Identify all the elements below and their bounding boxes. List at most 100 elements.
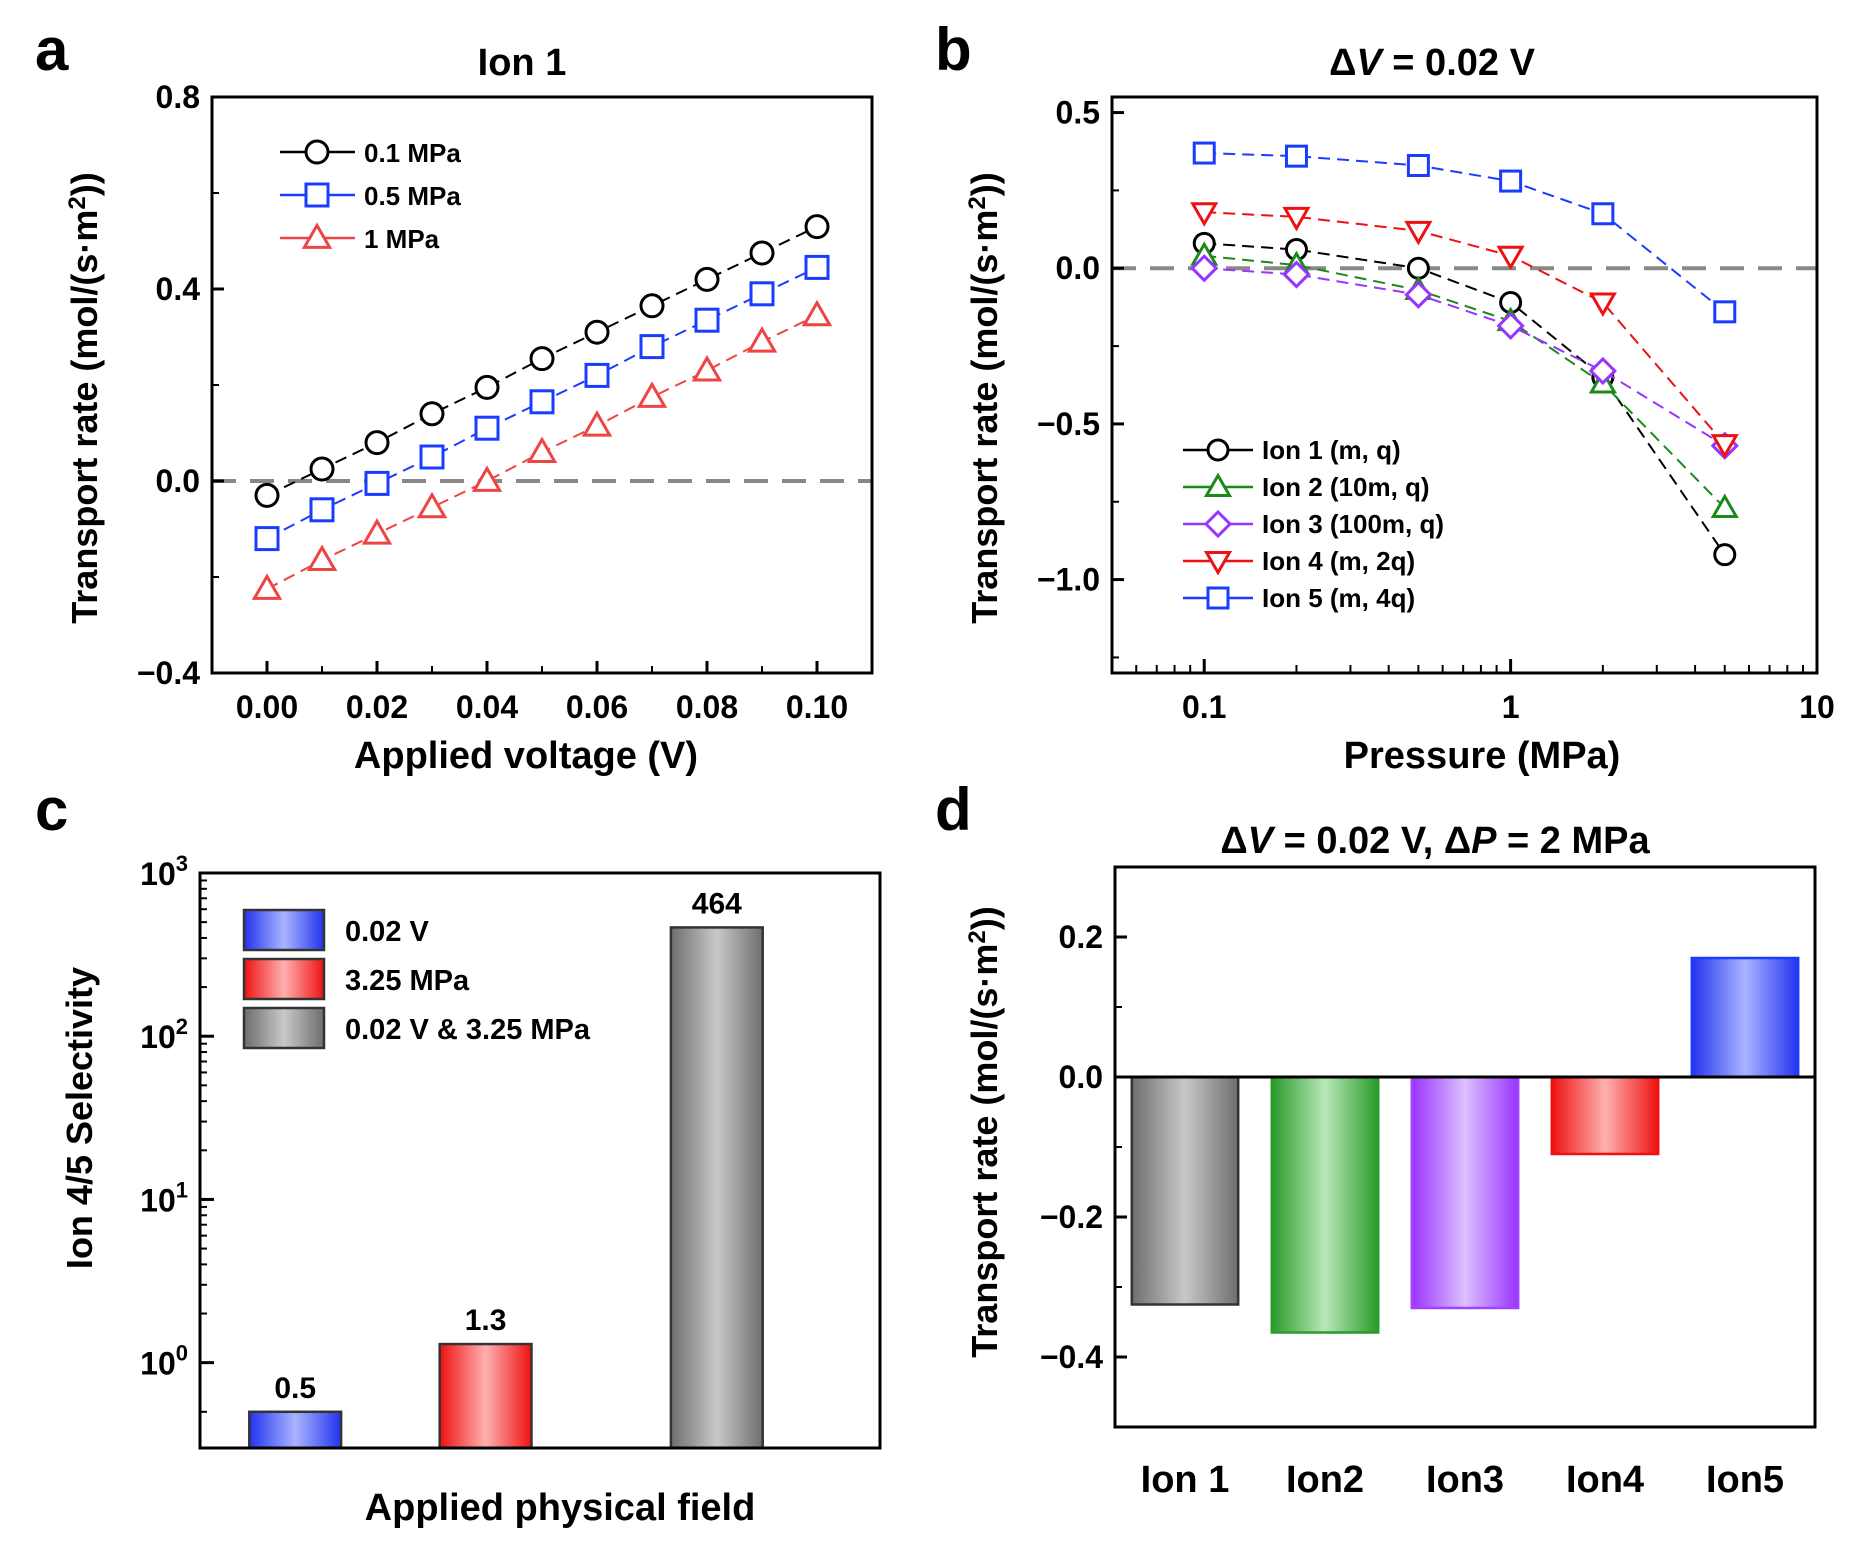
panel-a-point xyxy=(364,470,390,496)
panel-c-bar-label: 1.3 xyxy=(465,1304,507,1337)
panel-b-point xyxy=(1404,220,1433,246)
panel-c-ytick-label: 100 xyxy=(140,1341,188,1382)
panel-b-point xyxy=(1404,280,1433,309)
panel-b-frame xyxy=(1110,95,1819,675)
panel-a-point xyxy=(636,381,668,408)
panel-c-bar xyxy=(669,926,764,1450)
panel-a-point xyxy=(584,362,610,388)
panel-b-point xyxy=(1282,206,1311,232)
panel-b-point xyxy=(1713,543,1737,567)
panel-c: Ion 4/5 Selectivity Applied physical fie… xyxy=(59,851,882,1529)
panel-a-point xyxy=(364,430,390,456)
panel-c-bar xyxy=(438,1342,533,1450)
panel-b-ytick-label: 0.5 xyxy=(1056,95,1100,131)
panel-a-point xyxy=(306,544,338,572)
panel-c-legend-label: 0.02 V & 3.25 MPa xyxy=(345,1014,591,1046)
panel-b-series-line xyxy=(1204,267,1726,447)
panel-b-point xyxy=(1499,169,1523,193)
panel-d-title: ΔV = 0.02 V, ΔP = 2 MPa xyxy=(1220,820,1650,862)
panel-b-legend-marker xyxy=(1206,586,1230,610)
panel-d-xtick-label: Ion3 xyxy=(1426,1459,1504,1501)
panel-b-point xyxy=(1190,254,1219,283)
panel-b-point xyxy=(1588,356,1617,386)
panel-a-legend-label: 1 MPa xyxy=(364,224,440,254)
panel-a-xtick-label: 0.08 xyxy=(676,689,738,725)
panel-d-ylabel: Transport rate (mol/(s·m2)) xyxy=(964,906,1005,1357)
panel-b-point xyxy=(1710,493,1739,518)
panel-letter-d: d xyxy=(935,776,972,843)
panel-a-point xyxy=(309,456,335,482)
panel-a-point xyxy=(749,240,775,266)
panel-b-point xyxy=(1591,202,1615,226)
panel-a-xtick-label: 0.00 xyxy=(236,689,298,725)
panel-b-point xyxy=(1406,153,1430,177)
panel-b-point xyxy=(1496,245,1525,271)
panel-a-point xyxy=(691,354,723,382)
panel-a-title: Ion 1 xyxy=(478,42,567,84)
panel-c-bar-label: 464 xyxy=(692,887,742,920)
panel-d-frame xyxy=(1113,865,1817,1429)
panel-b-ylabel: Transport rate (mol/(s·m2)) xyxy=(964,172,1005,623)
panel-a-point xyxy=(254,482,280,508)
panel-b-legend-label: Ion 1 (m, q) xyxy=(1262,435,1401,465)
panel-a-xlabel: Applied voltage (V) xyxy=(354,735,698,777)
panel-c-legend-label: 3.25 MPa xyxy=(345,965,470,997)
panel-b-xtick-label: 1 xyxy=(1502,689,1520,725)
panel-b-point xyxy=(1284,144,1308,168)
panel-a-xtick-label: 0.02 xyxy=(346,689,408,725)
panel-a-ytick-label: 0.8 xyxy=(156,79,200,115)
panel-d-ytick-label: 0.2 xyxy=(1059,919,1103,955)
panel-b-legend-label: Ion 5 (m, 4q) xyxy=(1262,583,1415,613)
panel-c-xlabel: Applied physical field xyxy=(365,1487,756,1529)
panel-a-point xyxy=(416,491,448,519)
panel-c-legend-label: 0.02 V xyxy=(345,916,429,948)
panel-a-legend-marker xyxy=(304,139,330,165)
panel-d-ytick-label: 0.0 xyxy=(1059,1059,1103,1095)
panel-a-point xyxy=(584,319,610,345)
panel-a-ytick-label: 0.0 xyxy=(156,463,200,499)
panel-b-point xyxy=(1406,256,1430,280)
panel-b-point xyxy=(1710,434,1739,459)
panel-d: ΔV = 0.02 V, ΔP = 2 MPa Transport rate (… xyxy=(964,820,1817,1501)
panel-c-ytick-label: 103 xyxy=(140,851,188,892)
panel-a-point xyxy=(639,293,665,319)
panel-d-xtick-label: Ion 1 xyxy=(1141,1459,1230,1501)
panel-a-point xyxy=(474,374,500,400)
panel-b-series-line xyxy=(1204,254,1726,509)
panel-letter-b: b xyxy=(935,16,972,83)
panel-c-frame xyxy=(198,871,882,1450)
panel-b-point xyxy=(1713,300,1737,324)
panel-a-point xyxy=(529,346,555,372)
panel-d-xtick-label: Ion4 xyxy=(1566,1459,1644,1501)
panel-d-bar xyxy=(1550,1075,1660,1156)
panel-a-point xyxy=(749,281,775,307)
panel-a: Ion 1 Transport rate (mol/(s·m2)) Applie… xyxy=(64,42,874,777)
panel-a-point xyxy=(746,326,778,353)
panel-a-point xyxy=(419,444,445,470)
panel-a-frame xyxy=(210,95,874,675)
panel-b-legend-marker xyxy=(1206,438,1230,462)
panel-a-xtick-label: 0.10 xyxy=(786,689,848,725)
panel-b-series-line xyxy=(1204,211,1726,445)
panel-c-ytick-label: 102 xyxy=(140,1014,188,1055)
panel-a-ytick-label: −0.4 xyxy=(137,655,200,691)
panel-a-xtick-label: 0.04 xyxy=(456,689,518,725)
panel-a-ylabel: Transport rate (mol/(s·m2)) xyxy=(64,172,105,623)
panel-a-legend-marker xyxy=(301,222,333,249)
panel-a-point xyxy=(471,465,503,492)
panel-b-legend-label: Ion 3 (100m, q) xyxy=(1262,509,1444,539)
panel-d-bar xyxy=(1130,1075,1240,1306)
panel-b-legend-label: Ion 4 (m, 2q) xyxy=(1262,546,1415,576)
panel-a-point xyxy=(251,573,283,600)
panel-d-xtick-label: Ion2 xyxy=(1286,1459,1364,1501)
panel-b-xtick-label: 10 xyxy=(1799,689,1835,725)
panel-c-legend-swatch xyxy=(242,957,326,1001)
panel-a-point xyxy=(526,436,558,464)
panel-a-point xyxy=(694,266,720,292)
panel-c-ytick-label: 101 xyxy=(140,1177,188,1218)
panel-b-series-line xyxy=(1204,152,1726,313)
panel-d-bar xyxy=(1410,1075,1520,1310)
panel-a-point xyxy=(529,389,555,415)
panel-a-point xyxy=(581,410,613,437)
